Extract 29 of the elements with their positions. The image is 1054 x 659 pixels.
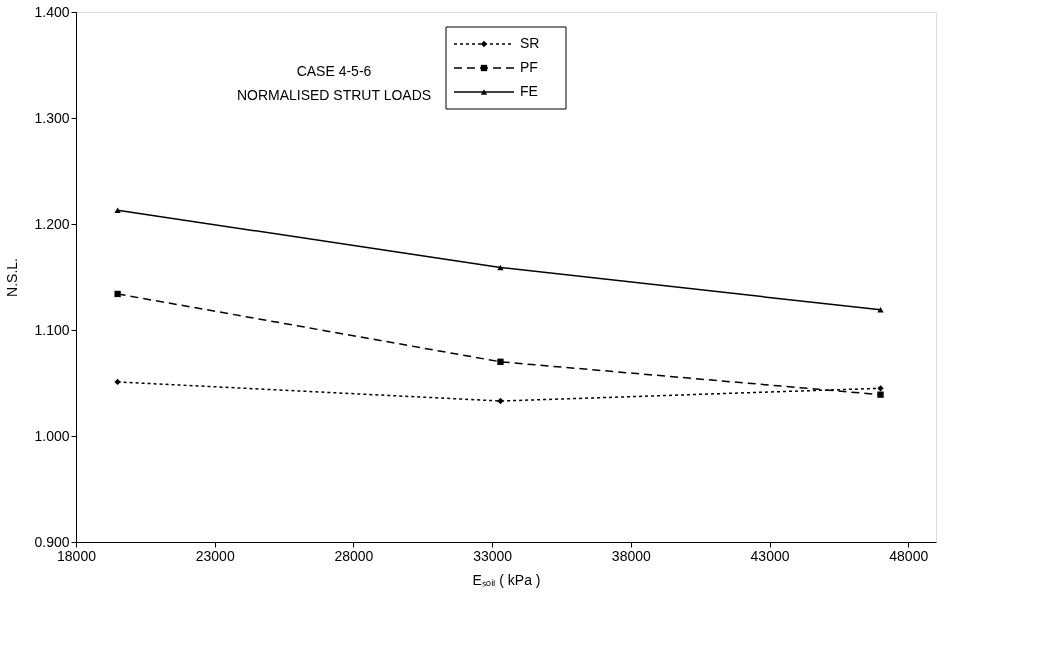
y-tick-label: 1.100 <box>34 321 70 338</box>
point <box>497 397 504 405</box>
point <box>114 290 121 298</box>
legend-label: SR <box>520 35 540 51</box>
x-tick-label: 23000 <box>195 547 235 564</box>
point <box>114 207 121 213</box>
y-tick-label: 1.300 <box>34 109 70 126</box>
x-axis-title: Eₛₒᵢₗ ( kPa ) <box>472 571 541 588</box>
y-axis-title: N.S.L. <box>4 258 21 297</box>
legend-label: FE <box>520 83 538 99</box>
x-tick-label: 28000 <box>334 547 374 564</box>
x-tick-label: 33000 <box>473 547 513 564</box>
point <box>114 378 121 386</box>
y-tick-label: 1.200 <box>34 215 70 232</box>
point <box>877 391 884 398</box>
y-tick-label: 0.900 <box>34 533 70 550</box>
x-tick-label: 38000 <box>611 547 652 564</box>
x-tick-label: 18000 <box>57 547 97 564</box>
y-tick-label: 1.400 <box>34 3 70 20</box>
annotation: NORMALISED STRUT LOADS <box>236 87 432 103</box>
point <box>877 307 884 313</box>
point <box>497 264 504 271</box>
y-tick-label: 1.000 <box>34 427 70 444</box>
x-tick-label: 43000 <box>750 547 790 564</box>
point <box>877 385 884 392</box>
legend-label: PF <box>520 59 538 75</box>
annotation: CASE 4-5-6 <box>296 63 372 79</box>
x-tick-label: 48000 <box>889 547 929 564</box>
point <box>497 358 504 365</box>
